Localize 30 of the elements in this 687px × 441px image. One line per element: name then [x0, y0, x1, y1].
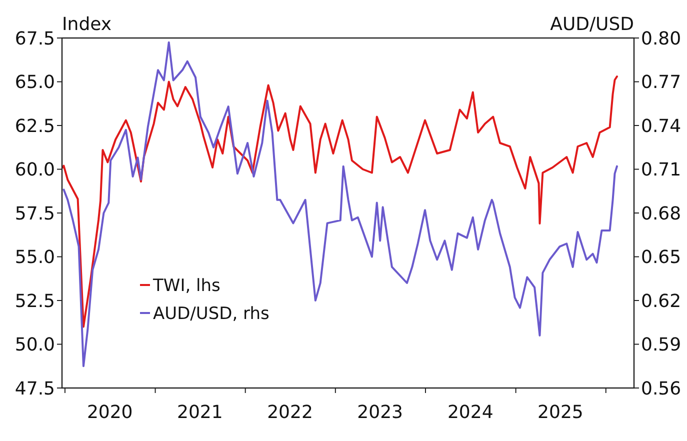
- y2-tick-label: 0.62: [641, 290, 682, 312]
- y2-tick-label: 0.71: [641, 160, 682, 181]
- y-tick-label: 55.0: [14, 247, 55, 268]
- y2-tick-label: 0.65: [641, 247, 682, 268]
- y-tick-label: 67.5: [14, 28, 55, 50]
- x-tick-label: 2021: [177, 402, 223, 423]
- legend-label: TWI, lhs: [152, 276, 221, 296]
- line-series: [62, 41, 618, 368]
- x-tick-label: 2023: [357, 402, 403, 423]
- y-tick-label: 52.5: [14, 290, 55, 312]
- x-tick-label: 2022: [267, 402, 313, 423]
- y-tick-label: 65.0: [14, 72, 55, 94]
- y2-tick-label: 0.56: [641, 378, 682, 400]
- y2-tick-label: 0.59: [641, 334, 682, 356]
- y-tick-label: 60.0: [14, 160, 55, 181]
- y-tick-label: 62.5: [14, 116, 55, 137]
- y2-tick-label: 0.68: [641, 203, 682, 224]
- legend-label: AUD/USD, rhs: [153, 304, 270, 324]
- y2-axis-title: AUD/USD: [550, 14, 634, 35]
- x-tick-label: 2020: [86, 402, 133, 423]
- x-tick-label: 2024: [447, 402, 494, 423]
- y-axis-title: Index: [62, 14, 112, 35]
- y-tick-label: 47.5: [14, 378, 55, 400]
- y2-tick-label: 0.77: [641, 72, 682, 94]
- y-tick-label: 57.5: [14, 203, 55, 224]
- y-tick-label: 50.0: [14, 334, 55, 356]
- line-series: [62, 76, 618, 328]
- y2-tick-label: 0.74: [641, 116, 682, 137]
- y2-tick-label: 0.80: [641, 28, 682, 50]
- x-tick-label: 2025: [538, 402, 584, 423]
